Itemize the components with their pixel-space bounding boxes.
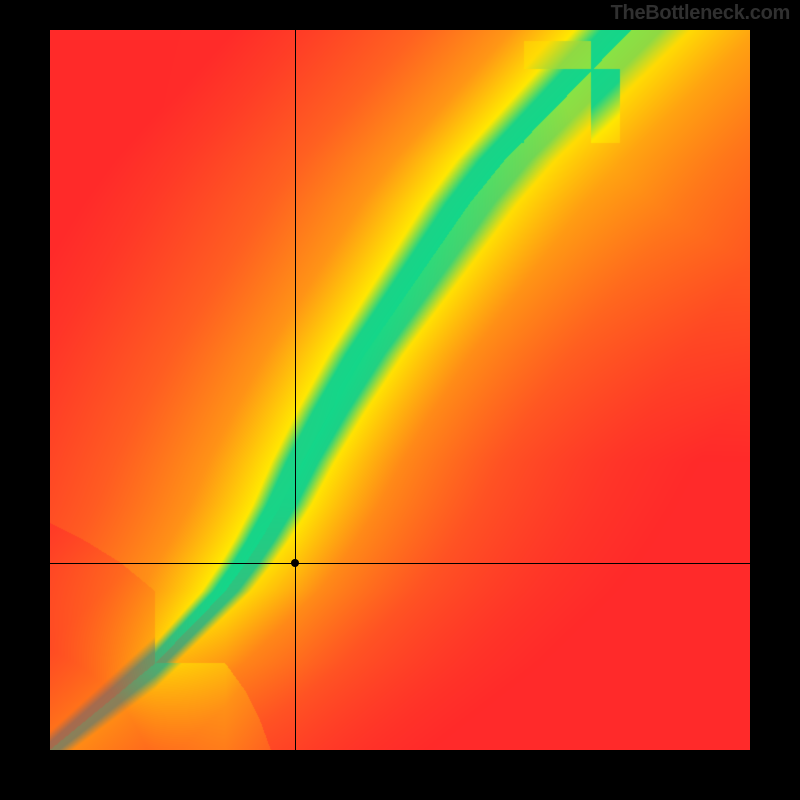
- marker-dot: [291, 559, 299, 567]
- attribution-label: TheBottleneck.com: [611, 2, 790, 25]
- figure-frame: TheBottleneck.com: [0, 0, 800, 800]
- plot-area: [50, 30, 750, 750]
- heatmap-canvas: [50, 30, 750, 750]
- crosshair-vertical: [295, 30, 296, 750]
- crosshair-horizontal: [50, 563, 750, 564]
